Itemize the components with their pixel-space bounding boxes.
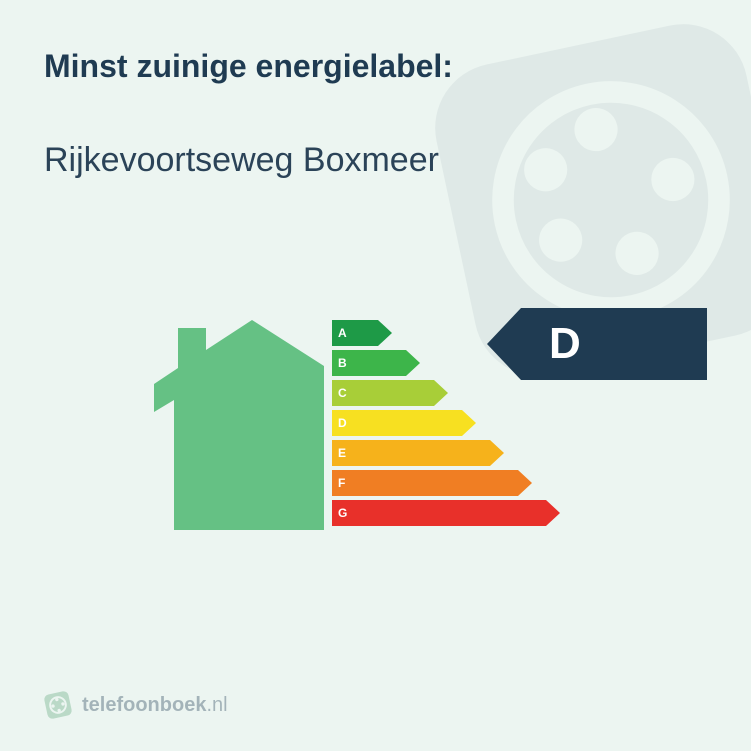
energy-bar-d: D [332, 410, 560, 436]
energy-bar-shape [332, 410, 476, 436]
footer-brand-name: telefoonboek [82, 694, 206, 716]
card-subtitle: Rijkevoortseweg Boxmeer [44, 141, 707, 180]
energy-bar-g: G [332, 500, 560, 526]
energy-bar-label: C [338, 386, 347, 400]
energy-bar-label: G [338, 506, 347, 520]
energy-bar-label: B [338, 356, 347, 370]
energy-bar-shape [332, 470, 532, 496]
house-icon [154, 320, 324, 530]
footer-branding: telefoonboek.nl [44, 691, 228, 719]
footer-brand-text: telefoonboek.nl [82, 694, 228, 717]
energy-label-card: Minst zuinige energielabel: Rijkevoortse… [0, 0, 751, 751]
footer-brand-tld: .nl [206, 694, 227, 716]
energy-bar-label: A [338, 326, 347, 340]
energy-bar-label: F [338, 476, 345, 490]
energy-bar-shape [332, 440, 504, 466]
card-title: Minst zuinige energielabel: [44, 48, 707, 85]
rating-badge-shape [487, 308, 707, 380]
rating-badge-letter: D [549, 319, 581, 369]
footer-logo-icon [41, 688, 74, 721]
energy-bar-label: D [338, 416, 347, 430]
energy-bar-label: E [338, 446, 346, 460]
energy-bar-c: C [332, 380, 560, 406]
energy-bar-shape [332, 380, 448, 406]
energy-bar-shape [332, 500, 560, 526]
energy-chart: A B C D E F G D [44, 290, 707, 550]
energy-bar-f: F [332, 470, 560, 496]
rating-badge: D [487, 308, 707, 380]
energy-bar-e: E [332, 440, 560, 466]
